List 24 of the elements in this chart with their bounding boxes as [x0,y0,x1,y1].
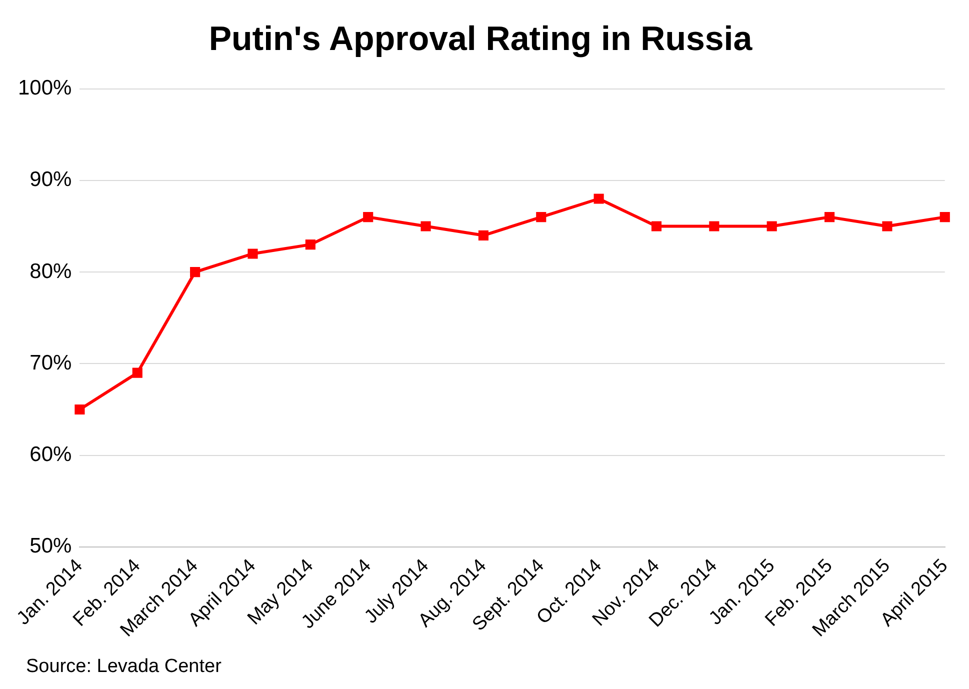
point [190,267,200,278]
point [420,221,431,232]
source-note: Source: Levada Center [26,656,222,678]
point [248,248,258,259]
point [594,194,604,204]
y-tick-label: 80% [30,260,72,283]
y-tick-label: 50% [30,534,72,558]
y-tick-label: 90% [30,168,72,192]
point [709,221,720,232]
point [305,240,316,250]
y-tick-label: 70% [30,351,72,374]
y-tick-label: 100% [18,76,72,100]
point [824,212,835,222]
point [766,221,777,232]
point [536,212,546,222]
point [363,212,374,222]
point [940,212,950,222]
y-tick-label: 60% [30,443,72,466]
point [882,221,892,232]
point [74,404,85,415]
point [478,230,488,240]
chart-title: Putin's Approval Rating in Russia [208,20,754,58]
point [651,221,662,232]
point [132,368,142,378]
